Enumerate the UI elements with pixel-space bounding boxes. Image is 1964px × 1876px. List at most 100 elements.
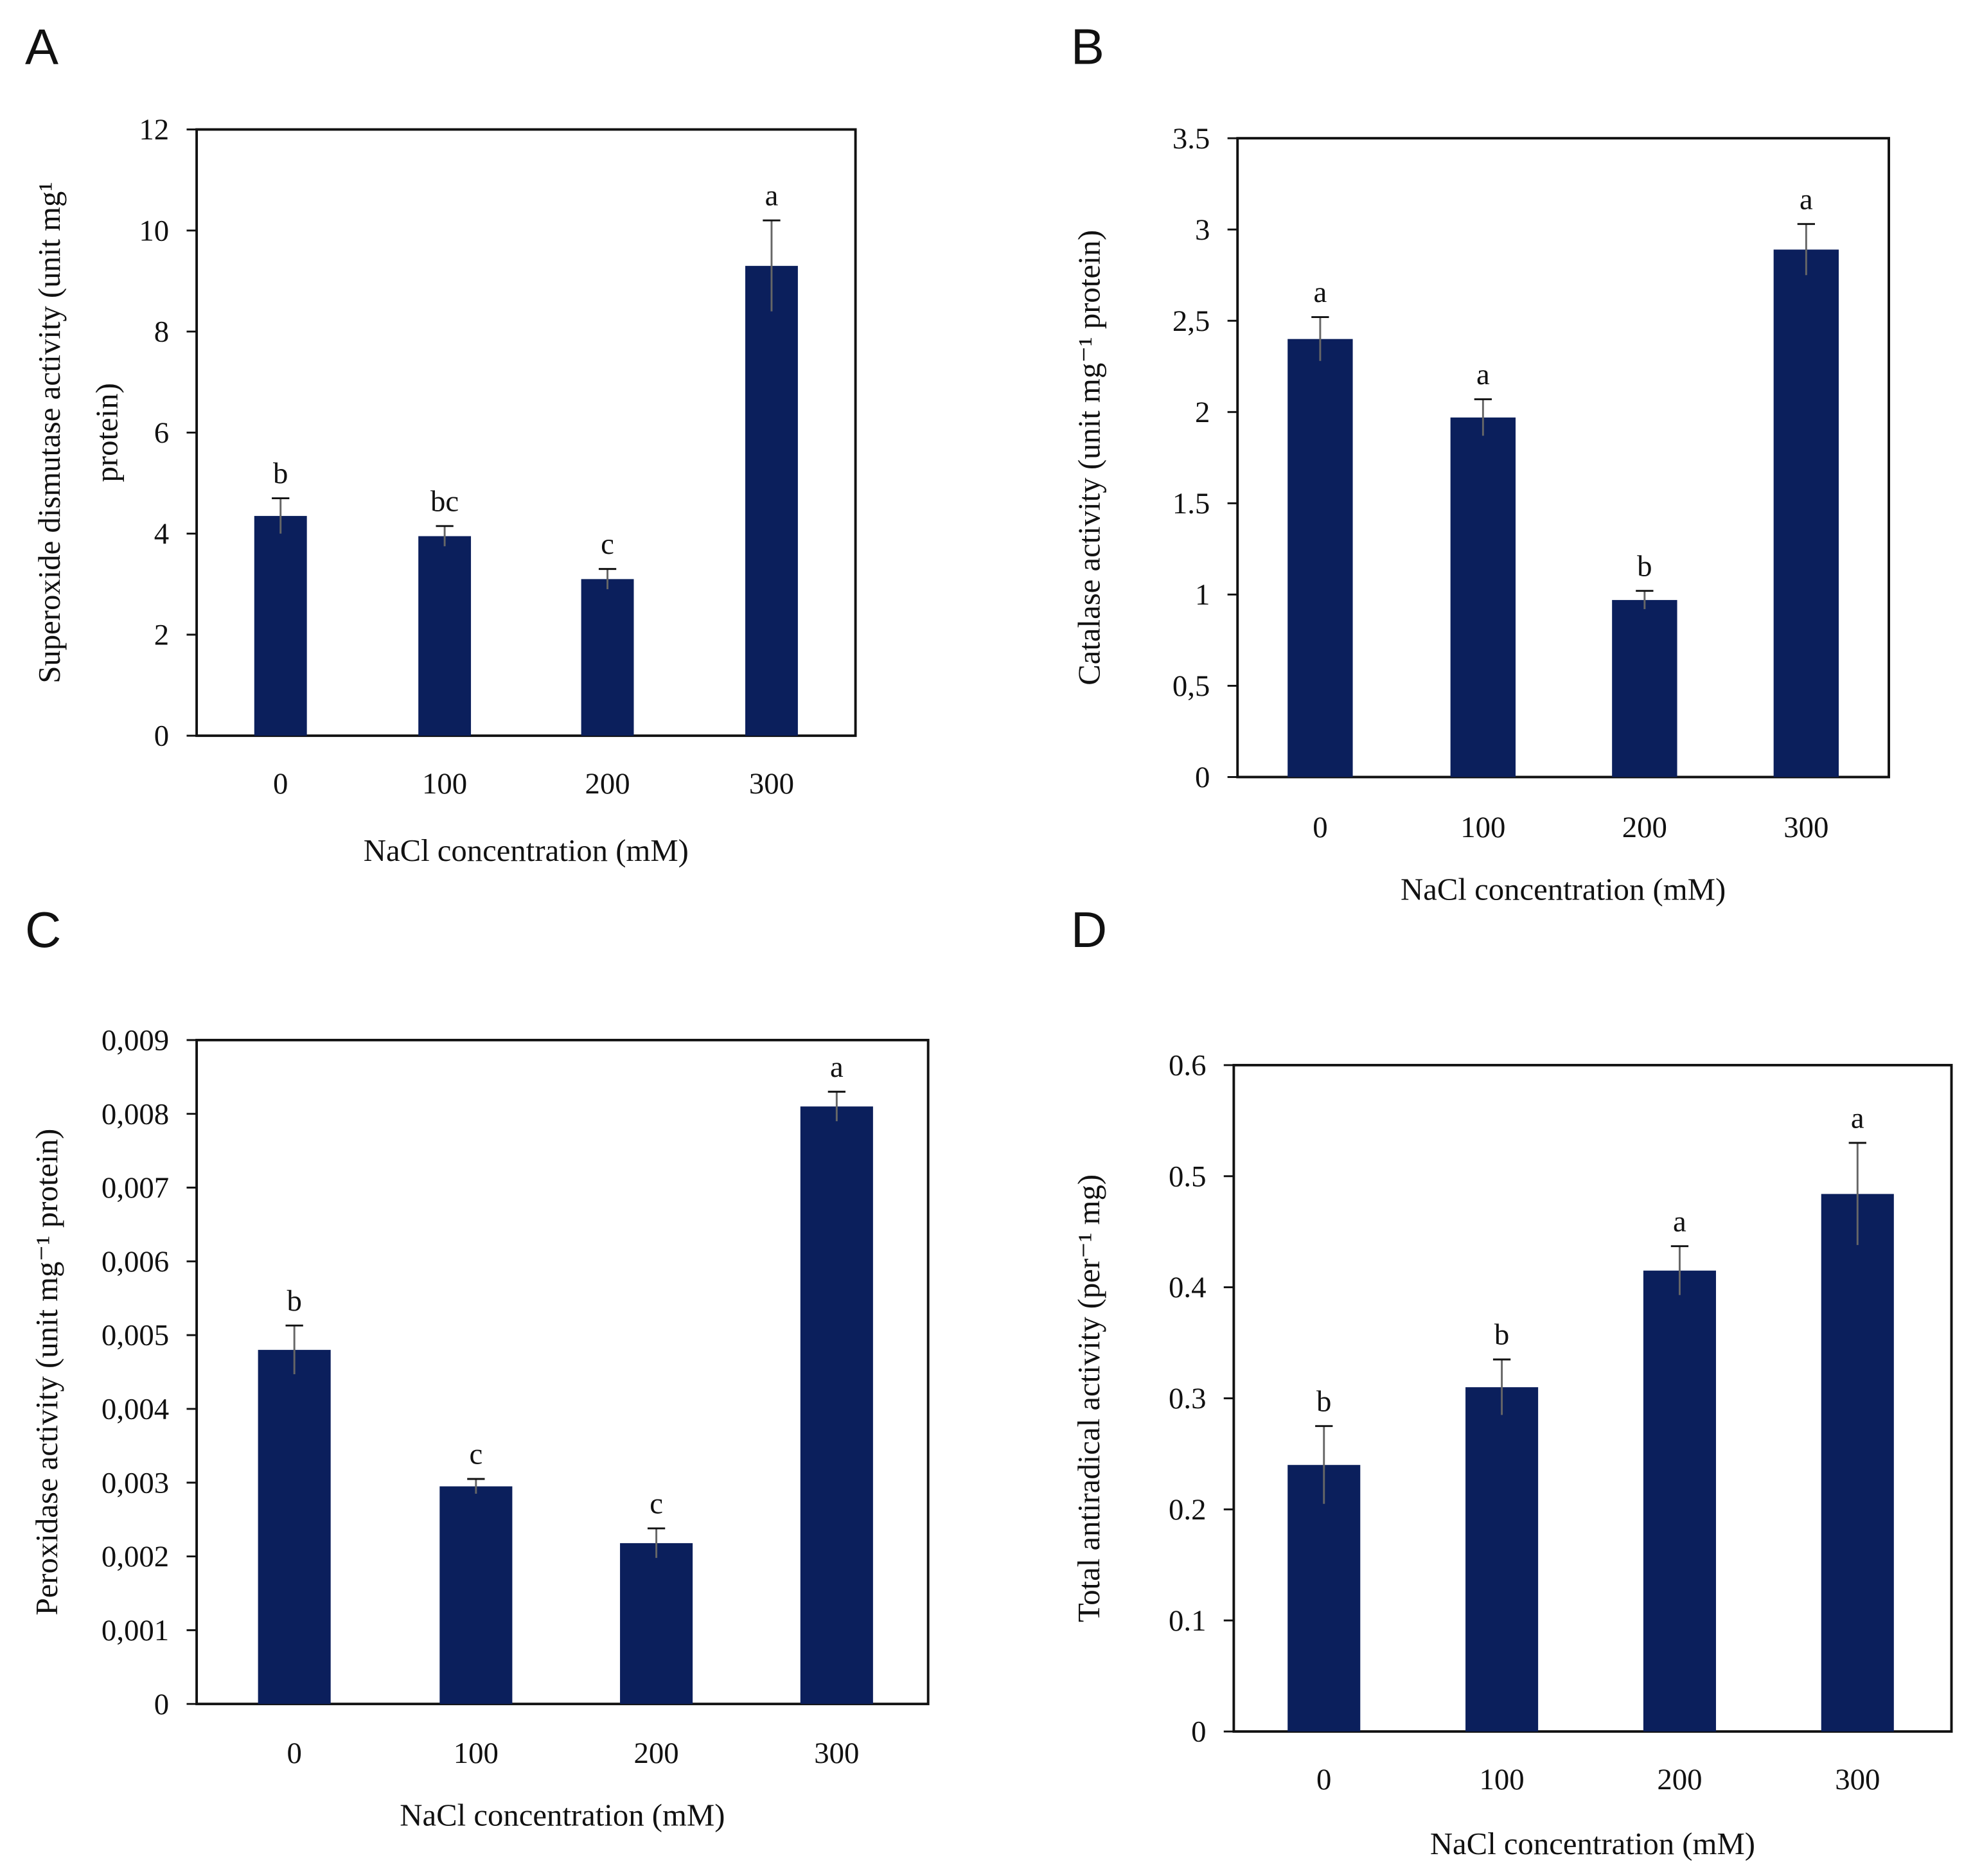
y-tick-label: 0.6: [1169, 1049, 1206, 1082]
panel-a: A 0 2 4 6 8 10 12 b 0 bc 100 c 200 a 300 NaCl concentrat…: [25, 18, 857, 868]
significance-letter: a: [1851, 1101, 1864, 1135]
x-axis-label: NaCl concentration (mM): [1430, 1827, 1755, 1861]
y-tick-label: 0.4: [1169, 1271, 1206, 1304]
significance-letter: c: [650, 1487, 663, 1521]
y-tick-label: 0: [154, 1688, 169, 1721]
bar: [1612, 599, 1677, 777]
y-tick-label: 0: [1191, 1715, 1206, 1749]
bar: [581, 579, 634, 736]
x-tick-label: 300: [1835, 1763, 1880, 1796]
significance-letter: b: [287, 1284, 301, 1318]
x-tick-label: 300: [1783, 811, 1828, 844]
bar: [1773, 249, 1839, 777]
significance-letter: c: [601, 527, 614, 561]
y-tick-label: 0,5: [1172, 669, 1210, 703]
significance-letter: a: [1673, 1205, 1686, 1238]
plot-frame: [195, 1038, 930, 1706]
bar: [745, 265, 798, 736]
significance-letter: bc: [430, 484, 459, 518]
panel-b: B 0 0,5 1 1.5 2 2,5 3 3.5 a 0 a 100 b 200 a 300 NaCl conc…: [1071, 18, 1890, 907]
y-tick-label: 2: [154, 618, 169, 651]
bar: [439, 1486, 513, 1704]
significance-letter: b: [1494, 1318, 1509, 1352]
y-axis-label: Peroxidase activity (unit mg⁻¹ protein): [30, 1129, 64, 1616]
bar: [620, 1543, 693, 1704]
y-tick-label: 0.2: [1169, 1493, 1206, 1526]
y-tick-label: 0.1: [1169, 1604, 1206, 1638]
y-tick-label: 0,003: [102, 1466, 169, 1500]
bar: [1287, 339, 1353, 777]
y-tick-label: 12: [139, 113, 169, 146]
y-axis-label: protein): [90, 383, 125, 482]
y-tick-label: 0,004: [102, 1393, 169, 1426]
bar: [1643, 1270, 1716, 1732]
bar: [258, 1350, 331, 1704]
x-tick-label: 200: [1622, 811, 1667, 844]
y-tick-label: 2,5: [1172, 305, 1210, 338]
x-axis-label: NaCl concentration (mM): [1401, 872, 1726, 907]
bar: [1821, 1194, 1894, 1732]
y-tick-label: 8: [154, 315, 169, 349]
x-tick-label: 100: [422, 767, 467, 801]
bar: [418, 536, 472, 736]
x-tick-label: 100: [1460, 811, 1505, 844]
x-tick-label: 200: [1657, 1763, 1702, 1796]
y-tick-label: 3: [1195, 213, 1210, 247]
significance-letter: b: [1316, 1385, 1331, 1418]
x-tick-label: 200: [585, 767, 630, 801]
y-tick-label: 0: [1195, 761, 1210, 794]
y-tick-label: 0,007: [102, 1171, 169, 1205]
panel-d: D 0 0.1 0.2 0.3 0.4 0.5 0.6 b 0 b 100 a 200 a 300 NaCl c…: [1071, 901, 1953, 1861]
y-tick-label: 1.5: [1172, 487, 1210, 520]
x-tick-label: 100: [1480, 1763, 1525, 1796]
x-axis-label: NaCl concentration (mM): [364, 833, 689, 868]
y-tick-label: 6: [154, 416, 169, 450]
y-axis-label: Catalase activity (unit mg⁻¹ protein): [1072, 230, 1106, 686]
significance-letter: a: [1314, 276, 1327, 309]
y-tick-label: 0,006: [102, 1245, 169, 1279]
y-tick-label: 0,009: [102, 1023, 169, 1057]
significance-letter: c: [469, 1438, 482, 1471]
y-tick-label: 0,002: [102, 1540, 169, 1573]
y-axis-label: Superoxide dismutase activity (unit mg¹: [32, 182, 67, 684]
significance-letter: a: [830, 1050, 844, 1084]
significance-letter: a: [1800, 182, 1813, 216]
panel-letter: D: [1071, 901, 1107, 958]
x-tick-label: 300: [814, 1737, 859, 1770]
bar: [254, 516, 307, 736]
x-tick-label: 200: [634, 1737, 679, 1770]
significance-letter: a: [1476, 358, 1490, 391]
panel-letter: A: [25, 18, 58, 75]
y-tick-label: 0.3: [1169, 1382, 1206, 1415]
bar: [1287, 1465, 1361, 1732]
y-tick-label: 0.5: [1169, 1160, 1206, 1193]
panel-letter: B: [1071, 18, 1104, 75]
bar: [800, 1106, 873, 1704]
panel-letter: C: [25, 901, 61, 958]
significance-letter: b: [273, 457, 288, 490]
panel-c: C 0 0,001 0,002 0,003 0,004 0,005 0,006 0,007 0,0…: [25, 901, 930, 1832]
significance-letter: b: [1637, 549, 1652, 583]
y-tick-label: 1: [1195, 578, 1210, 612]
y-tick-label: 10: [139, 214, 169, 247]
y-axis-label: Total antiradical activity (per⁻¹ mg): [1072, 1174, 1106, 1622]
x-tick-label: 100: [454, 1737, 499, 1770]
x-tick-label: 0: [1316, 1763, 1331, 1796]
y-tick-label: 0,001: [102, 1614, 169, 1647]
plot-frame: [1236, 137, 1890, 779]
x-tick-label: 0: [273, 767, 288, 801]
bar: [1465, 1387, 1539, 1732]
x-tick-label: 0: [287, 1737, 301, 1770]
y-tick-label: 4: [154, 517, 169, 551]
y-tick-label: 0: [154, 720, 169, 753]
x-tick-label: 300: [749, 767, 794, 801]
x-axis-label: NaCl concentration (mM): [400, 1798, 725, 1832]
bar: [1450, 417, 1516, 777]
x-tick-label: 0: [1313, 811, 1327, 844]
y-tick-label: 2: [1195, 396, 1210, 429]
y-tick-label: 0,005: [102, 1319, 169, 1352]
y-tick-label: 0,008: [102, 1097, 169, 1131]
significance-letter: a: [765, 179, 779, 213]
y-tick-label: 3.5: [1172, 122, 1210, 155]
